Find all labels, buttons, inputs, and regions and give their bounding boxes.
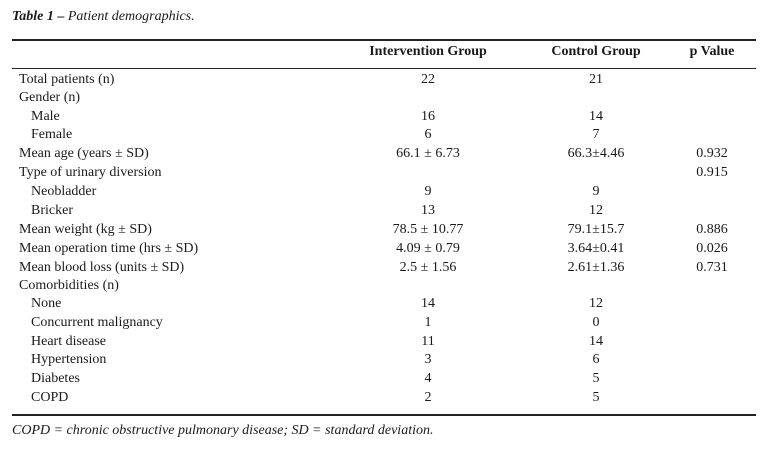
- control-value: 6: [592, 352, 600, 367]
- p-value: 0.915: [696, 165, 728, 180]
- row-label: Total patients (n): [19, 72, 115, 87]
- intervention-value: 16: [421, 109, 435, 124]
- header-rule: [12, 68, 756, 69]
- table-row: Mean age (years ± SD) 66.1 ± 6.73 66.3±4.4…: [0, 146, 768, 165]
- table-caption: Table 1 – Patient demographics.: [12, 9, 195, 25]
- intervention-value: 13: [421, 203, 435, 218]
- row-label: Bricker: [31, 203, 73, 218]
- intervention-value: 14: [421, 296, 435, 311]
- control-value: 79.1±15.7: [567, 222, 625, 237]
- table-row: Hypertension 3 6: [0, 352, 768, 371]
- header-control-group: Control Group: [551, 44, 641, 59]
- intervention-value: 3: [424, 352, 432, 367]
- p-value: 0.026: [696, 241, 728, 256]
- table-row: Male 16 14: [0, 109, 768, 128]
- row-label: Diabetes: [31, 371, 80, 386]
- control-value: 21: [589, 72, 603, 87]
- row-label: Mean blood loss (units ± SD): [19, 260, 185, 275]
- control-value: 12: [589, 203, 603, 218]
- table-row: Heart disease 11 14: [0, 334, 768, 353]
- table-row: Bricker 13 12: [0, 203, 768, 222]
- row-label: Heart disease: [31, 334, 107, 349]
- control-value: 66.3±4.46: [567, 146, 625, 161]
- row-label: None: [31, 296, 62, 311]
- intervention-value: 22: [421, 72, 435, 87]
- intervention-value: 2: [424, 390, 432, 405]
- table-row: Comorbidities (n): [0, 278, 768, 297]
- row-label: Concurrent malignancy: [31, 315, 163, 330]
- row-label: Neobladder: [31, 184, 97, 199]
- table-row: Female 6 7: [0, 127, 768, 146]
- row-label: Gender (n): [19, 90, 81, 105]
- table-row: Mean blood loss (units ± SD) 2.5 ± 1.56 2.…: [0, 260, 768, 279]
- table-row: Diabetes 4 5: [0, 371, 768, 390]
- table-row: Mean weight (kg ± SD) 78.5 ± 10.77 79.1±15…: [0, 222, 768, 241]
- row-label: Hypertension: [31, 352, 107, 367]
- row-label: Mean weight (kg ± SD): [19, 222, 152, 237]
- p-value: 0.886: [696, 222, 728, 237]
- intervention-value: 78.5 ± 10.77: [392, 222, 464, 237]
- intervention-value: 1: [424, 315, 432, 330]
- row-label: Female: [31, 127, 73, 142]
- intervention-value: 11: [421, 334, 435, 349]
- table-row: Gender (n): [0, 90, 768, 109]
- row-label: Type of urinary diversion: [19, 165, 162, 180]
- header-p-value: p Value: [689, 44, 735, 59]
- table-row: None 14 12: [0, 296, 768, 315]
- control-value: 14: [589, 109, 603, 124]
- intervention-value: 6: [424, 127, 432, 142]
- table-row: Concurrent malignancy 1 0: [0, 315, 768, 334]
- control-value: 0: [592, 315, 600, 330]
- table-row: Total patients (n) 22 21: [0, 72, 768, 91]
- row-label: Mean operation time (hrs ± SD): [19, 241, 199, 256]
- control-value: 2.61±1.36: [567, 260, 625, 275]
- control-value: 7: [592, 127, 600, 142]
- table-number: Table 1 –: [12, 9, 65, 24]
- control-value: 5: [592, 390, 600, 405]
- control-value: 14: [589, 334, 603, 349]
- header-intervention-group: Intervention Group: [369, 44, 487, 59]
- intervention-value: 4: [424, 371, 432, 386]
- table-title: Patient demographics.: [67, 9, 195, 24]
- bottom-rule: [12, 414, 756, 416]
- intervention-value: 4.09 ± 0.79: [396, 241, 460, 256]
- intervention-value: 2.5 ± 1.56: [399, 260, 457, 275]
- row-label: Male: [31, 109, 60, 124]
- top-rule: [12, 39, 756, 41]
- row-label: COPD: [31, 390, 69, 405]
- table-row: Neobladder 9 9: [0, 184, 768, 203]
- control-value: 5: [592, 371, 600, 386]
- table-footnote: COPD = chronic obstructive pulmonary dis…: [12, 423, 434, 438]
- control-value: 3.64±0.41: [567, 241, 625, 256]
- control-value: 9: [592, 184, 600, 199]
- row-label: Comorbidities (n): [19, 278, 119, 293]
- p-value: 0.932: [696, 146, 728, 161]
- table-row: Mean operation time (hrs ± SD) 4.09 ± 0.7…: [0, 241, 768, 260]
- table-row: COPD 2 5: [0, 390, 768, 409]
- intervention-value: 9: [424, 184, 432, 199]
- table-row: Type of urinary diversion 0.915: [0, 165, 768, 184]
- control-value: 12: [589, 296, 603, 311]
- p-value: 0.731: [696, 260, 728, 275]
- row-label: Mean age (years ± SD): [19, 146, 149, 161]
- intervention-value: 66.1 ± 6.73: [396, 146, 460, 161]
